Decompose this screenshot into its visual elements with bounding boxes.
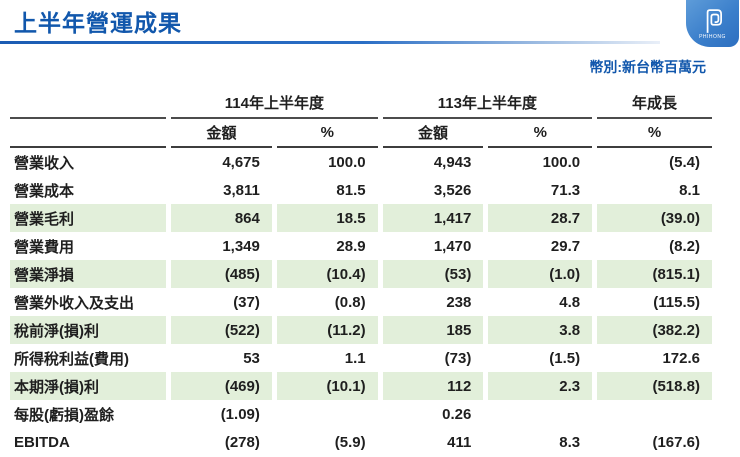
cell-value: 100.0 [328,153,366,171]
cell-value: (11.2) [276,316,378,344]
cell-value: 8.3 [559,433,581,451]
cell-value: (1.5) [549,349,581,367]
row-label: 營業淨損 [10,260,167,288]
cell-value: 53 [243,349,260,367]
cell-value: 1.1 [344,349,366,367]
cell-value: 3,526 [433,181,472,199]
cell-value: 2.3 [488,372,593,400]
cell-value: 29.7 [550,237,581,255]
table-row: 本期淨(損)利 (469) (10.1) 112 2.3 (518.8) [10,372,712,400]
cell-value: 18.5 [276,204,378,232]
cell-value: (53) [382,260,484,288]
phihong-logo-text: PHIHONG [699,33,726,40]
table-row: 營業外收入及支出 (37) (0.8) 238 4.8 (115.5) [10,288,712,316]
cell-value: (815.1) [597,260,712,288]
cell-value: (5.9) [334,433,366,451]
col-group-114: 114年上半年度 [171,88,378,119]
table-row: 營業成本 3,811 81.5 3,526 71.3 8.1 [10,176,712,204]
cell-value: 8.1 [679,181,700,199]
cell-value: 172.6 [662,349,700,367]
table-row: 營業淨損 (485) (10.4) (53) (1.0) (815.1) [10,260,712,288]
subheader-pct-113: % [488,119,593,148]
col-group-growth: 年成長 [597,88,712,119]
row-label: 營業費用 [14,238,75,256]
cell-value: (518.8) [597,372,712,400]
cell-value: 411 [447,433,472,451]
cell-value: (5.4) [669,153,700,171]
cell-value: (10.1) [276,372,378,400]
row-label: 營業成本 [14,182,75,200]
currency-note: 幣別:新台幣百萬元 [589,59,706,75]
title-underline [0,41,660,44]
cell-value: 100.0 [542,153,581,171]
row-label: 營業外收入及支出 [14,294,135,312]
cell-value: 1,470 [433,237,472,255]
sub-header-row: 金額 % 金額 % % [10,119,712,148]
row-label: 營業收入 [14,154,75,172]
cell-value: (485) [171,260,272,288]
phihong-logo-icon [706,8,722,33]
col-group-113: 113年上半年度 [382,88,593,119]
subheader-pct-growth: % [597,119,712,148]
cell-value: 864 [171,204,272,232]
cell-value: (1.09) [220,405,260,423]
cell-value: (73) [444,349,472,367]
cell-value [597,400,712,428]
table-row: 所得稅利益(費用) 53 1.1 (73) (1.5) 172.6 [10,344,712,372]
subheader-amount-114: 金額 [171,119,272,148]
row-label: 每股(虧損)盈餘 [14,406,114,424]
cell-value: 4.8 [559,293,581,311]
cell-value: (522) [171,316,272,344]
cell-value: (278) [224,433,260,451]
cell-value: 28.9 [336,237,366,255]
phihong-logo: PHIHONG [686,0,739,47]
row-label: 本期淨(損)利 [10,372,167,400]
table-row: 營業毛利 864 18.5 1,417 28.7 (39.0) [10,204,712,232]
cell-value: (167.6) [652,433,700,451]
cell-value: (37) [233,293,260,311]
cell-value: (0.8) [334,293,366,311]
table-row: 每股(虧損)盈餘 (1.09) 0.26 [10,400,712,428]
cell-value: 28.7 [488,204,593,232]
cell-value: 4,943 [433,153,472,171]
cell-value: 1,349 [222,237,260,255]
table-row: 稅前淨(損)利 (522) (11.2) 185 3.8 (382.2) [10,316,712,344]
subheader-amount-113: 金額 [382,119,484,148]
row-label: 所得稅利益(費用) [14,350,129,368]
cell-value: 112 [382,372,484,400]
cell-value: (382.2) [597,316,712,344]
cell-value: (1.0) [488,260,593,288]
cell-value: (469) [171,372,272,400]
table-row: 營業費用 1,349 28.9 1,470 29.7 (8.2) [10,232,712,260]
cell-value [488,400,592,428]
row-label: EBITDA [14,433,70,451]
cell-value: 0.26 [442,405,472,423]
cell-value: 238 [446,293,472,311]
row-label: 營業毛利 [10,204,167,232]
cell-value: 81.5 [336,181,366,199]
cell-value: 3,811 [223,181,260,199]
results-table: 114年上半年度 113年上半年度 年成長 金額 % 金額 % % 營業收入 4… [5,88,717,456]
corner-cell [10,88,167,119]
cell-value: 3.8 [488,316,593,344]
cell-value: (10.4) [276,260,378,288]
cell-value: 185 [382,316,484,344]
table-row: EBITDA (278) (5.9) 411 8.3 (167.6) [10,428,712,456]
cell-value: (39.0) [597,204,712,232]
subheader-pct-114: % [276,119,378,148]
page-title: 上半年營運成果 [14,10,182,36]
cell-value: (8.2) [669,237,700,255]
column-group-row: 114年上半年度 113年上半年度 年成長 [10,88,712,119]
row-label: 稅前淨(損)利 [10,316,167,344]
table-row: 營業收入 4,675 100.0 4,943 100.0 (5.4) [10,148,712,176]
cell-value: 4,675 [222,153,260,171]
cell-value: 71.3 [550,181,581,199]
cell-value: 1,417 [382,204,484,232]
cell-value: (115.5) [653,293,700,311]
cell-value [277,400,378,428]
corner-cell [10,119,167,148]
